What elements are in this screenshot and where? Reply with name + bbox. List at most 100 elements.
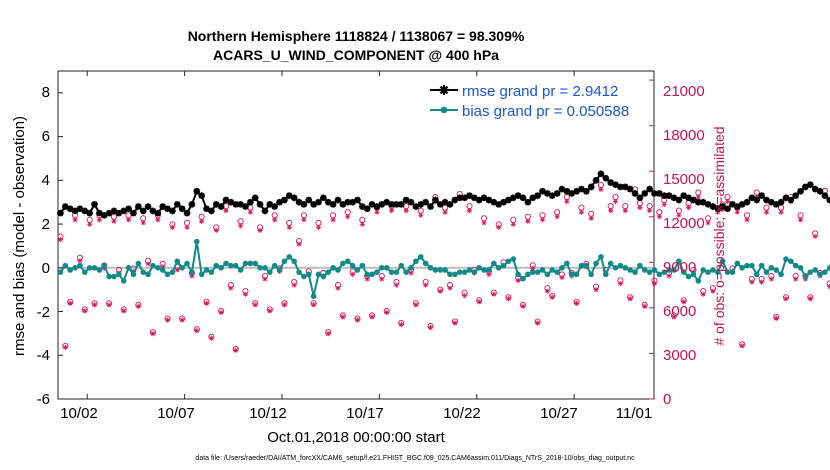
bias-point	[778, 271, 784, 278]
obs-assimilated-point	[812, 233, 818, 240]
rmse-point	[441, 198, 449, 206]
rmse-point	[485, 196, 493, 204]
bias-point	[617, 262, 624, 269]
rmse-point	[105, 209, 113, 217]
bias-point	[257, 265, 263, 271]
obs-assimilated-point	[476, 299, 482, 305]
bias-point	[442, 267, 448, 273]
bias-point	[690, 271, 697, 278]
bias-point	[461, 269, 468, 275]
rmse-point	[724, 205, 731, 213]
rmse-point	[753, 196, 761, 204]
bias-point	[106, 273, 112, 280]
data-file-footer: data file: /Users/raeder/DAI/ATM_forcXX/…	[195, 455, 635, 462]
obs-assimilated-point	[203, 300, 210, 306]
rmse-point	[305, 196, 313, 204]
bias-point	[486, 267, 492, 273]
bias-point	[505, 258, 512, 265]
rmse-point	[670, 194, 678, 202]
bias-point	[101, 262, 108, 269]
obs-assimilated-point	[359, 221, 365, 227]
obs-possible-point	[695, 189, 702, 196]
rmse-point	[383, 198, 390, 206]
obs-assimilated-point	[349, 271, 356, 278]
bias-point	[305, 271, 312, 278]
obs-assimilated-point	[573, 300, 580, 306]
obs-assimilated-point	[695, 194, 701, 200]
rmse-point	[743, 198, 751, 206]
y-right-tick-label: 6000	[663, 303, 696, 320]
rmse-point	[461, 194, 468, 202]
bias-point	[223, 260, 229, 267]
bias-point	[111, 273, 117, 280]
bias-point	[344, 258, 351, 265]
bias-point	[792, 262, 799, 269]
rmse-point	[432, 196, 439, 204]
rmse-point	[729, 201, 736, 208]
obs-assimilated-point	[233, 347, 239, 354]
right-axis-tick-labels: 0 3000 6000 9000 12000 15000 18000 21000	[663, 83, 705, 408]
obs-assimilated-point	[763, 209, 770, 215]
x-tick-label: 10/22	[443, 405, 481, 422]
rmse-point	[363, 205, 371, 213]
bias-point	[193, 238, 200, 245]
y-tick-label: 0	[42, 260, 50, 277]
bias-point	[330, 265, 336, 271]
obs-assimilated-point	[773, 315, 779, 322]
rmse-point	[62, 203, 69, 210]
rmse-point	[193, 187, 201, 195]
bias-point	[242, 260, 249, 267]
rmse-point	[125, 205, 132, 213]
obs-assimilated-point	[481, 220, 487, 226]
rmse-point	[417, 201, 425, 208]
bias-point	[495, 265, 502, 271]
rmse-point	[378, 201, 386, 208]
obs-assimilated-point	[637, 205, 643, 211]
obs-assimilated-point	[403, 208, 409, 214]
rmse-point	[397, 201, 405, 208]
bias-point	[534, 269, 541, 275]
bias-point	[252, 260, 259, 267]
bias-point	[86, 265, 93, 271]
bias-point	[413, 258, 419, 265]
bias-point	[422, 260, 429, 267]
bias-point	[734, 260, 741, 267]
bias-point	[408, 265, 414, 271]
obs-assimilated-point	[145, 261, 151, 267]
obs-possible-point	[778, 204, 785, 211]
bias-point	[96, 267, 103, 273]
rmse-point	[256, 201, 264, 208]
rmse-point	[354, 196, 361, 204]
bias-point	[72, 265, 78, 271]
bias-point	[174, 258, 181, 265]
rmse-point	[81, 207, 89, 215]
bias-point	[335, 267, 341, 273]
obs-assimilated-point	[651, 280, 658, 287]
obs-assimilated-point	[379, 276, 385, 282]
rmse-point	[339, 201, 347, 208]
obs-assimilated-point	[262, 276, 268, 282]
bias-point	[714, 269, 721, 275]
bias-point	[554, 269, 560, 275]
obs-assimilated-point	[491, 291, 497, 297]
rmse-point	[680, 192, 688, 199]
bias-point	[797, 265, 804, 271]
bias-point	[544, 271, 551, 278]
rmse-point	[695, 198, 702, 206]
bias-point	[452, 271, 458, 278]
obs-assimilated-point	[169, 224, 176, 231]
rmse-point	[198, 192, 205, 199]
rmse-point	[222, 196, 230, 204]
rmse-point	[763, 196, 770, 204]
bias-point	[646, 269, 653, 275]
rmse-point	[573, 187, 580, 195]
bias-point	[276, 267, 283, 273]
obs-assimilated-point	[272, 217, 278, 223]
rmse-point	[295, 198, 303, 206]
rmse-point	[139, 207, 147, 215]
rmse-point	[300, 201, 308, 208]
rmse-point	[719, 203, 726, 210]
x-axis-tick-labels: 10/02 10/07 10/12 10/17 10/22 10/27 11/0…	[60, 405, 652, 422]
obs-assimilated-point	[797, 217, 804, 223]
rmse-point	[641, 190, 649, 197]
